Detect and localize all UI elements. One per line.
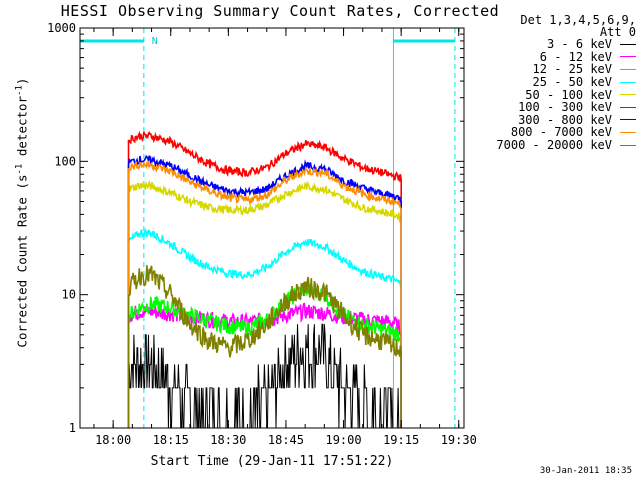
x-tick-label-3: 18:45: [268, 433, 304, 447]
legend-label-6: 300 - 800 keV: [518, 112, 612, 127]
legend-swatch-6: [620, 119, 636, 121]
y-tick-label-3: 1000: [47, 21, 76, 35]
legend-label-8: 7000 - 20000 keV: [496, 138, 612, 153]
legend-swatch-4: [620, 94, 636, 96]
legend-item: 12 - 25 keV: [476, 62, 636, 77]
legend-label-1: 6 - 12 keV: [539, 49, 612, 64]
legend-item: 300 - 800 keV: [476, 112, 636, 127]
legend-item: 7000 - 20000 keV: [476, 138, 636, 153]
legend-swatch-3: [620, 81, 636, 83]
legend-swatch-7: [620, 131, 636, 133]
series-line-3: [127, 227, 403, 428]
legend-label-2: 12 - 25 keV: [532, 62, 612, 77]
x-tick-label-2: 18:30: [210, 433, 246, 447]
x-tick-label-0: 18:00: [95, 433, 131, 447]
x-tick-label-5: 19:15: [383, 433, 419, 447]
annotation-0: N: [152, 36, 158, 47]
legend-label-4: 50 - 100 keV: [525, 87, 612, 102]
series-line-7: [127, 160, 403, 428]
x-tick-label-4: 19:00: [325, 433, 361, 447]
x-axis-label: Start Time (29-Jan-11 17:51:22): [150, 454, 394, 469]
legend-label-7: 800 - 7000 keV: [510, 125, 612, 140]
plot-frame: [79, 27, 465, 429]
series-line-8: [127, 265, 403, 428]
legend-swatch-5: [620, 106, 636, 108]
legend-header-line-2: Att 0: [599, 25, 636, 39]
legend-label-3: 25 - 50 keV: [532, 75, 612, 90]
x-tick-label-6: 19:30: [441, 433, 477, 447]
plot-timestamp: 30-Jan-2011 18:35: [539, 466, 632, 476]
legend-item: 50 - 100 keV: [476, 87, 636, 102]
y-tick-label-1: 10: [62, 288, 76, 302]
series-line-2: [127, 283, 403, 428]
legend-item: 800 - 7000 keV: [476, 125, 636, 140]
legend-label-0: 3 - 6 keV: [546, 37, 612, 52]
legend-swatch-0: [620, 43, 636, 45]
series-line-0: [128, 323, 402, 429]
y-tick-label-2: 100: [54, 154, 76, 168]
x-tick-label-1: 18:15: [153, 433, 189, 447]
legend-item: 6 - 12 keV: [476, 49, 636, 64]
legend: Det 1,3,4,5,6,9, Att 0 3 - 6 keV 6 - 12 k…: [476, 13, 636, 153]
legend-header-line-1: Det 1,3,4,5,6,9,: [520, 13, 636, 27]
y-axis-label: Corrected Count Rate (s-1 detector-1): [14, 77, 30, 348]
legend-item: 100 - 300 keV: [476, 100, 636, 115]
legend-label-5: 100 - 300 keV: [518, 100, 612, 115]
legend-swatch-1: [620, 56, 636, 58]
series-line-4: [127, 179, 403, 428]
series-line-5: [127, 130, 403, 428]
legend-swatch-8: [620, 144, 636, 146]
chart-title: HESSI Observing Summary Count Rates, Cor…: [60, 2, 500, 20]
legend-item: 25 - 50 keV: [476, 75, 636, 90]
y-tick-label-0: 1: [69, 421, 76, 435]
legend-item: 3 - 6 keV: [476, 37, 636, 52]
legend-swatch-2: [620, 68, 636, 70]
